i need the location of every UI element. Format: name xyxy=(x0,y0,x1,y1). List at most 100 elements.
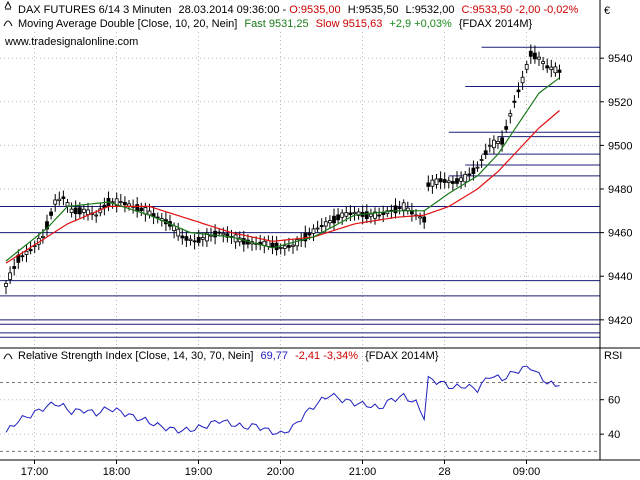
candle-body xyxy=(61,196,66,199)
candle-body xyxy=(295,239,300,247)
x-tick-label: 17:00 xyxy=(21,466,49,478)
candles xyxy=(4,44,562,295)
candle-body xyxy=(77,207,82,215)
instrument-title: DAX FUTURES 6/14 3 Minuten xyxy=(18,4,171,16)
candle-body xyxy=(123,202,127,206)
header-line-2: Moving Average Double [Close, 10, 20, Ne… xyxy=(18,18,533,30)
candle-body xyxy=(483,150,488,155)
candle-body xyxy=(114,198,119,206)
chart-type-icon[interactable] xyxy=(4,0,12,10)
rsi-value: 69,77 xyxy=(260,350,288,362)
candle-body xyxy=(188,238,193,241)
header-sep: - xyxy=(283,4,290,16)
candle-body xyxy=(430,179,435,187)
candle-body xyxy=(4,283,8,287)
candle-body xyxy=(541,61,545,64)
candle-body xyxy=(368,213,373,217)
candle-body xyxy=(344,212,349,217)
candle-body xyxy=(364,211,369,220)
ma-slow-value: Slow 9515,63 xyxy=(316,18,383,30)
candle-body xyxy=(94,214,99,217)
candle-body xyxy=(315,227,320,230)
candle-body xyxy=(204,232,209,242)
candle-body xyxy=(225,233,230,238)
candle-body xyxy=(508,113,513,117)
candle-body xyxy=(397,207,402,209)
candle-body xyxy=(496,141,500,144)
rsi-axis-title: RSI xyxy=(604,350,622,362)
candle-body xyxy=(422,216,427,223)
candle-body xyxy=(537,56,541,60)
candle-body xyxy=(327,220,332,224)
candle-body xyxy=(221,232,226,236)
y-tick-label: 9540 xyxy=(608,53,632,65)
candle-body xyxy=(332,215,336,224)
candle-body xyxy=(291,244,295,247)
candle-body xyxy=(524,64,529,70)
rsi-header: Relative Strength Index [Close, 14, 30, … xyxy=(18,350,439,362)
candle-body xyxy=(192,240,197,243)
candle-body xyxy=(53,199,58,205)
website-label[interactable]: www.tradesignalonline.com xyxy=(4,36,138,48)
candle-body xyxy=(8,272,13,280)
candle-body xyxy=(180,235,185,239)
currency-label: € xyxy=(604,5,610,17)
y-tick-label: 9460 xyxy=(608,228,632,240)
x-tick-label: 18:00 xyxy=(103,466,131,478)
rsi-indicator-icon[interactable] xyxy=(3,353,13,360)
candle-body xyxy=(135,204,140,212)
x-tick-label: 09:00 xyxy=(513,466,541,478)
candle-body xyxy=(118,201,123,204)
candle-body xyxy=(278,247,283,249)
candle-body xyxy=(65,202,70,207)
candle-body xyxy=(311,228,316,234)
ma-symbol: {FDAX 2014M} xyxy=(459,18,533,30)
candle-body xyxy=(286,245,291,248)
candle-body xyxy=(516,89,521,93)
candle-body xyxy=(139,207,144,212)
y-tick-label: 9440 xyxy=(608,271,632,283)
candle-body xyxy=(553,66,558,74)
candle-body xyxy=(196,236,201,243)
candle-body xyxy=(307,232,312,236)
candle-body xyxy=(184,236,189,241)
candle-body xyxy=(340,212,345,218)
candle-body xyxy=(213,230,218,238)
candle-body xyxy=(463,173,468,183)
candle-body xyxy=(20,255,25,258)
candle-body xyxy=(512,100,517,103)
x-tick-label: 21:00 xyxy=(349,466,377,478)
candle-body xyxy=(28,248,33,252)
candle-body xyxy=(401,202,406,211)
candle-body xyxy=(303,232,308,242)
candle-body xyxy=(418,216,423,219)
candle-body xyxy=(475,166,480,169)
candle-body xyxy=(381,212,386,215)
candle-body xyxy=(487,144,492,147)
ma-change: +2,9 +0,03% xyxy=(389,18,452,30)
ma-indicator-icon[interactable] xyxy=(3,20,13,27)
candle-body xyxy=(82,208,86,213)
slow-ma-line xyxy=(5,110,560,264)
candle-body xyxy=(348,212,353,215)
candle-body xyxy=(282,245,287,249)
candle-body xyxy=(12,266,17,269)
candle-body xyxy=(471,167,476,174)
candle-body xyxy=(459,177,464,182)
candle-body xyxy=(200,237,205,240)
rsi-label: Relative Strength Index [Close, 14, 30, … xyxy=(18,350,253,362)
moving-averages xyxy=(5,77,560,264)
candle-body xyxy=(549,66,554,70)
candle-body xyxy=(557,69,562,73)
candle-body xyxy=(41,235,45,238)
candle-body xyxy=(323,221,328,227)
rsi-y-tick-label: 40 xyxy=(608,429,620,441)
candle-body xyxy=(377,214,382,217)
header-close: C:9533,50 -2,00 -0,02% xyxy=(462,4,579,16)
candle-body xyxy=(69,208,74,213)
candle-body xyxy=(528,50,533,57)
y-tick-label: 9420 xyxy=(608,315,632,327)
rsi-y-tick-label: 60 xyxy=(608,395,620,407)
candle-body xyxy=(266,240,271,247)
